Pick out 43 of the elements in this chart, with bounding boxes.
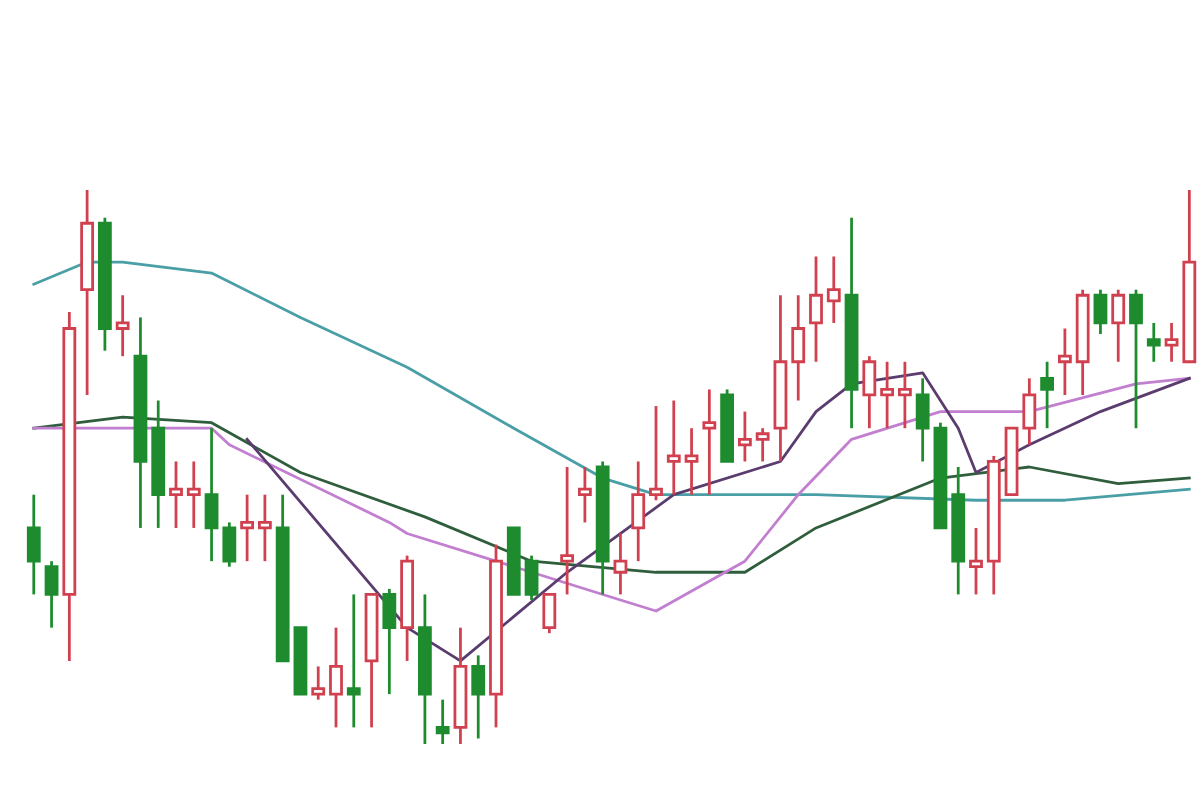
candlestick [560, 465, 575, 596]
candlestick [809, 255, 823, 364]
candlestick [702, 388, 717, 497]
candlestick [1093, 288, 1108, 336]
candlestick [915, 376, 930, 463]
candlestick [524, 554, 539, 602]
candlestick [471, 653, 486, 740]
candlestick [26, 493, 41, 596]
candlestick [240, 493, 255, 563]
candlestick [222, 521, 237, 569]
candlestick [862, 354, 877, 430]
candlestick [666, 399, 681, 497]
candlestick [684, 426, 699, 497]
candlestick [186, 460, 201, 530]
candlestick [169, 460, 183, 530]
candlestick [1057, 327, 1072, 397]
candlestick [346, 593, 361, 729]
candlestick [880, 360, 895, 430]
candlestick [1164, 321, 1179, 364]
candlestick [1146, 321, 1161, 364]
candlestick [435, 698, 450, 744]
candlestick [257, 493, 272, 563]
candlestick [649, 404, 663, 502]
candlestick [1040, 360, 1055, 430]
candlestick [755, 426, 770, 463]
candlestick [1022, 376, 1037, 447]
candlestick [791, 293, 806, 402]
candlestick [204, 426, 219, 563]
candlestick [737, 410, 752, 463]
candlestick [329, 626, 343, 729]
candlestick [44, 559, 59, 630]
candlestick [115, 293, 130, 358]
candlestick [969, 526, 983, 596]
candlestick [1129, 288, 1143, 430]
candlestick [897, 360, 912, 430]
candlestick [311, 665, 326, 702]
candlestick [631, 460, 646, 563]
candlestick [382, 587, 397, 696]
candlestick [826, 255, 841, 325]
candlestick [577, 465, 592, 524]
candlestick [613, 532, 628, 596]
candlestick [1111, 288, 1126, 364]
candlestick [542, 593, 557, 635]
